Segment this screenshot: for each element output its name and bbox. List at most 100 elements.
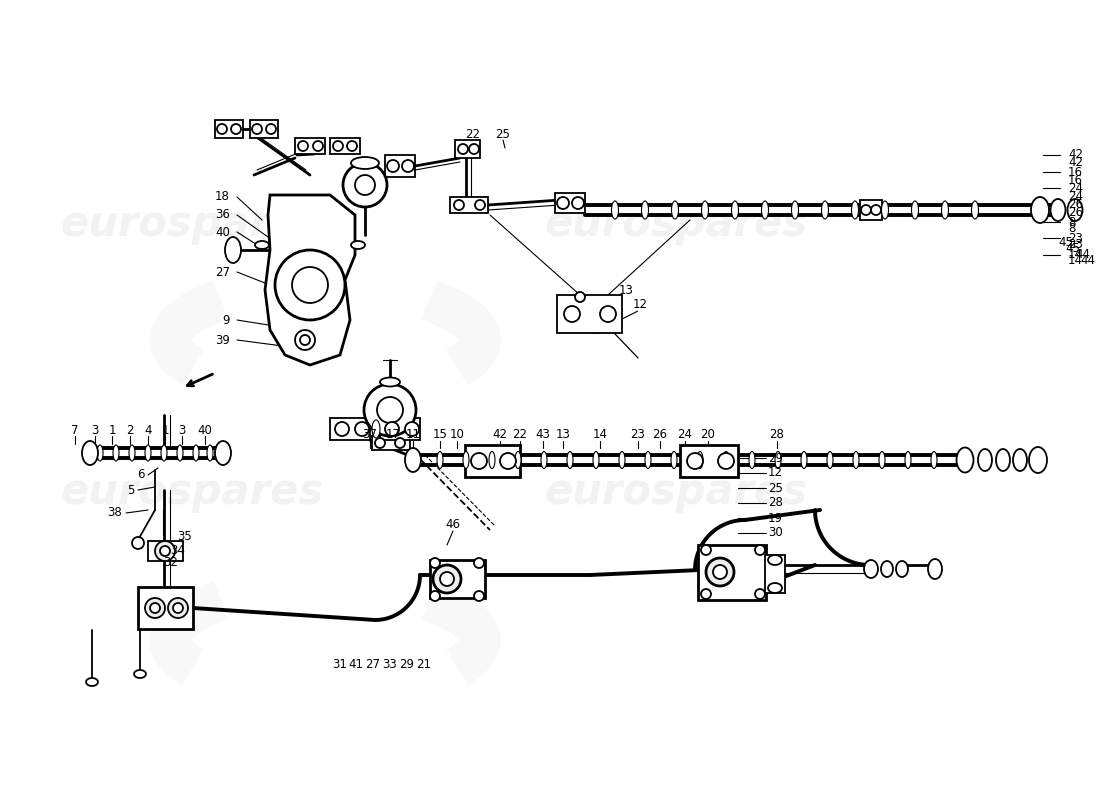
Text: 26: 26 xyxy=(1068,198,1084,211)
Circle shape xyxy=(231,124,241,134)
Text: 40: 40 xyxy=(216,226,230,238)
Circle shape xyxy=(385,422,399,436)
Text: 26: 26 xyxy=(1068,206,1084,219)
Text: 9: 9 xyxy=(222,314,230,326)
Text: 22: 22 xyxy=(513,429,528,442)
Ellipse shape xyxy=(852,451,859,469)
Text: 36: 36 xyxy=(216,209,230,222)
Text: 35: 35 xyxy=(177,530,192,543)
Bar xyxy=(379,418,420,440)
Bar xyxy=(430,560,485,598)
Bar xyxy=(557,295,622,333)
Circle shape xyxy=(395,438,405,448)
Ellipse shape xyxy=(1050,199,1066,221)
Ellipse shape xyxy=(113,445,119,461)
Text: 30: 30 xyxy=(768,526,783,539)
Text: 31: 31 xyxy=(332,658,348,671)
Text: 33: 33 xyxy=(383,658,397,671)
Ellipse shape xyxy=(957,447,974,473)
Ellipse shape xyxy=(864,560,878,578)
Text: 1: 1 xyxy=(162,423,168,437)
Text: 3: 3 xyxy=(91,423,99,437)
Text: 46: 46 xyxy=(446,518,461,531)
Ellipse shape xyxy=(1013,449,1027,471)
Text: 24: 24 xyxy=(678,429,693,442)
Circle shape xyxy=(706,558,734,586)
Ellipse shape xyxy=(134,670,146,678)
Ellipse shape xyxy=(928,559,942,579)
Circle shape xyxy=(861,205,871,215)
Text: 34: 34 xyxy=(170,543,185,557)
Text: 32: 32 xyxy=(163,557,178,570)
Text: 14: 14 xyxy=(1068,254,1084,266)
Circle shape xyxy=(295,330,315,350)
Ellipse shape xyxy=(177,445,183,461)
Circle shape xyxy=(333,141,343,151)
Text: 12: 12 xyxy=(768,466,783,479)
Text: 42: 42 xyxy=(493,429,507,442)
Text: 29: 29 xyxy=(768,451,783,465)
Ellipse shape xyxy=(896,561,907,577)
Ellipse shape xyxy=(942,201,948,219)
Ellipse shape xyxy=(641,201,649,219)
Ellipse shape xyxy=(749,451,755,469)
Ellipse shape xyxy=(801,451,807,469)
Circle shape xyxy=(564,306,580,322)
Text: 21: 21 xyxy=(417,658,431,671)
Text: 17: 17 xyxy=(385,429,400,442)
Circle shape xyxy=(454,200,464,210)
Ellipse shape xyxy=(761,201,769,219)
Bar xyxy=(556,193,585,213)
Ellipse shape xyxy=(851,201,858,219)
Bar xyxy=(330,138,360,154)
Circle shape xyxy=(755,589,764,599)
Circle shape xyxy=(713,565,727,579)
Ellipse shape xyxy=(671,451,676,469)
Ellipse shape xyxy=(82,441,98,465)
Ellipse shape xyxy=(405,448,421,472)
Ellipse shape xyxy=(207,445,213,461)
Bar xyxy=(138,587,192,629)
Text: 42: 42 xyxy=(1068,149,1084,162)
Circle shape xyxy=(557,197,569,209)
Bar xyxy=(698,545,766,600)
Ellipse shape xyxy=(379,378,400,386)
Circle shape xyxy=(173,603,183,613)
Text: 38: 38 xyxy=(108,506,122,519)
Ellipse shape xyxy=(619,451,625,469)
Text: 6: 6 xyxy=(138,469,145,482)
Circle shape xyxy=(701,545,711,555)
Ellipse shape xyxy=(792,201,799,219)
Ellipse shape xyxy=(822,201,828,219)
Ellipse shape xyxy=(129,445,135,461)
Circle shape xyxy=(375,438,385,448)
Ellipse shape xyxy=(490,451,495,469)
Text: 11: 11 xyxy=(406,429,420,442)
Circle shape xyxy=(217,124,227,134)
Ellipse shape xyxy=(702,201,708,219)
Circle shape xyxy=(132,537,144,549)
Ellipse shape xyxy=(996,449,1010,471)
Text: 27: 27 xyxy=(214,266,230,278)
Circle shape xyxy=(252,124,262,134)
Text: 45: 45 xyxy=(1065,242,1080,254)
Ellipse shape xyxy=(768,555,782,565)
Circle shape xyxy=(871,205,881,215)
Circle shape xyxy=(575,292,585,302)
Bar xyxy=(295,138,324,154)
Text: 43: 43 xyxy=(536,429,550,442)
Ellipse shape xyxy=(971,201,979,219)
Text: 13: 13 xyxy=(618,283,634,297)
Ellipse shape xyxy=(905,451,911,469)
Ellipse shape xyxy=(145,445,151,461)
Ellipse shape xyxy=(645,451,651,469)
Text: 8: 8 xyxy=(1068,215,1076,229)
Circle shape xyxy=(430,591,440,601)
Circle shape xyxy=(298,141,308,151)
Bar xyxy=(860,200,882,220)
Text: 20: 20 xyxy=(701,429,715,442)
Circle shape xyxy=(701,589,711,599)
Ellipse shape xyxy=(827,451,833,469)
Text: 19: 19 xyxy=(768,511,783,525)
Ellipse shape xyxy=(351,241,365,249)
